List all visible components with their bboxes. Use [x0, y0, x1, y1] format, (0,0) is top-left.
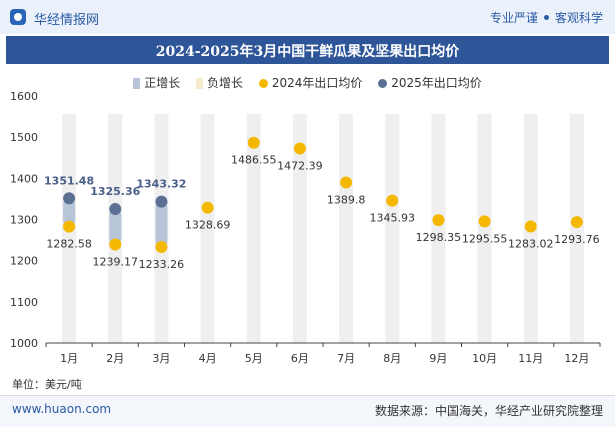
data-label-2024: 1328.69: [185, 219, 231, 232]
x-tick-label: 12月: [564, 352, 589, 365]
point-2024: [155, 240, 168, 253]
data-label-2025: 1325.36: [90, 185, 140, 198]
brand-name: 华经情报网: [34, 13, 100, 28]
growth-bar: [109, 209, 122, 245]
x-tick-label: 6月: [291, 352, 309, 365]
point-2024: [63, 220, 76, 233]
growth-bar: [155, 201, 168, 247]
x-tick-label: 1月: [60, 352, 78, 365]
data-label-2025: 1351.48: [44, 174, 94, 187]
point-2024: [524, 220, 537, 233]
separator-dot-icon: [543, 15, 549, 20]
chart-title: 2024-2025年3月中国干鲜瓜果及坚果出口均价: [155, 44, 460, 60]
point-2024: [386, 194, 399, 207]
data-label-2024: 1283.02: [508, 237, 554, 250]
legend-label: 正增长: [144, 76, 181, 90]
x-tick-label: 10月: [472, 352, 497, 365]
legend-negative-growth: 负增长: [196, 74, 243, 91]
category-column: [569, 114, 584, 343]
legend-2024-price: 2024年出口均价: [258, 74, 363, 91]
data-source: 数据来源：中国海关，华经产业研究院整理: [374, 404, 603, 418]
brand-logo-icon: [10, 9, 26, 25]
x-tick-label: 4月: [199, 352, 217, 365]
x-tick-label: 9月: [429, 352, 447, 365]
legend-2025-price: 2025年出口均价: [378, 74, 482, 91]
slogan-right: 客观科学: [554, 11, 603, 25]
y-tick-label: 1000: [10, 337, 38, 350]
y-tick-label: 1500: [10, 131, 38, 144]
point-2025: [109, 203, 122, 216]
point-2024: [340, 176, 353, 189]
data-label-2024: 1345.93: [370, 212, 416, 225]
data-label-2024: 1486.55: [231, 154, 277, 167]
top-banner: 华经情报网 专业严谨 客观科学: [0, 0, 615, 34]
data-label-2024: 1293.76: [554, 233, 600, 246]
title-bar: 2024-2025年3月中国干鲜瓜果及坚果出口均价: [6, 36, 609, 64]
y-tick-label: 1400: [10, 172, 38, 185]
legend-label: 负增长: [207, 76, 244, 90]
legend-swatch: [196, 78, 204, 89]
category-column: [431, 114, 446, 343]
growth-bar: [63, 198, 76, 227]
y-tick-label: 1200: [10, 255, 38, 268]
point-2024: [293, 142, 306, 155]
point-2024: [570, 216, 583, 229]
x-tick-label: 8月: [383, 352, 401, 365]
x-tick-label: 11月: [518, 352, 543, 365]
point-2024: [201, 201, 214, 214]
category-column: [200, 114, 215, 343]
footer-divider: [0, 395, 615, 396]
y-tick-label: 1600: [10, 90, 38, 103]
x-tick-label: 2月: [106, 352, 124, 365]
data-label-2024: 1295.55: [462, 232, 508, 245]
point-2024: [109, 238, 122, 251]
point-2024: [478, 215, 491, 228]
slogan: 专业严谨 客观科学: [490, 9, 603, 26]
legend-label: 2025年出口均价: [391, 76, 482, 90]
x-tick-label: 5月: [245, 352, 263, 365]
legend-positive-growth: 正增长: [133, 74, 180, 91]
website-link[interactable]: www.huaon.com: [12, 402, 112, 416]
unit-label: 单位：美元/吨: [12, 378, 82, 391]
data-label-2024: 1298.35: [416, 231, 462, 244]
legend-swatch: [258, 79, 268, 88]
category-column: [477, 114, 492, 343]
category-column: [339, 114, 354, 343]
y-tick-label: 1300: [10, 214, 38, 227]
footer: www.huaon.com 数据来源：中国海关，华经产业研究院整理: [0, 396, 615, 427]
slogan-left: 专业严谨: [489, 11, 538, 25]
legend-label: 2024年出口均价: [271, 76, 363, 90]
legend-swatch: [378, 79, 388, 88]
data-label-2024: 1239.17: [93, 256, 139, 269]
data-label-2024: 1233.26: [139, 258, 185, 271]
category-column: [385, 114, 400, 343]
y-tick-label: 1100: [10, 296, 38, 309]
category-column: [292, 114, 307, 343]
legend-swatch: [133, 78, 141, 89]
point-2025: [155, 195, 168, 208]
point-2024: [247, 136, 260, 149]
chart-legend: 正增长 负增长 2024年出口均价 2025年出口均价: [0, 74, 615, 91]
x-tick-label: 3月: [152, 352, 170, 365]
point-2024: [432, 214, 445, 227]
data-label-2024: 1282.58: [46, 238, 92, 251]
category-column: [246, 114, 261, 343]
data-label-2024: 1389.8: [327, 194, 366, 207]
data-label-2025: 1343.32: [136, 178, 186, 191]
point-2025: [63, 192, 76, 205]
x-tick-label: 7月: [337, 352, 355, 365]
data-label-2024: 1472.39: [277, 160, 323, 173]
